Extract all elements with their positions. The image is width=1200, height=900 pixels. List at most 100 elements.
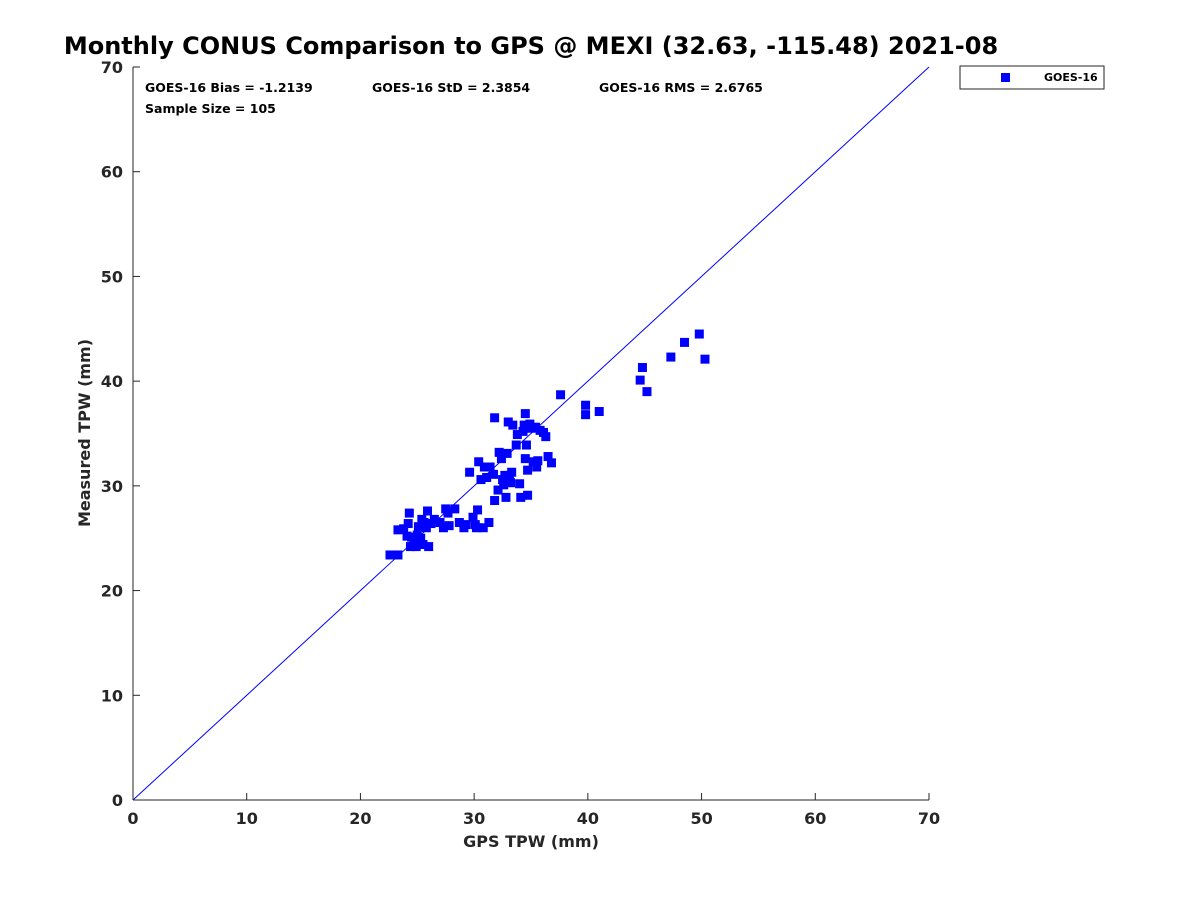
data-point-square bbox=[680, 337, 690, 347]
data-point-square bbox=[512, 430, 522, 440]
y-tick-label: 50 bbox=[101, 267, 123, 286]
data-point-square bbox=[496, 454, 506, 464]
data-point-square bbox=[507, 467, 517, 477]
data-point-square bbox=[478, 523, 488, 533]
x-tick-label: 30 bbox=[463, 809, 485, 828]
x-tick-label: 0 bbox=[127, 809, 138, 828]
data-point-square bbox=[506, 478, 516, 488]
data-point-square bbox=[423, 506, 433, 516]
rms-stat: GOES-16 RMS = 2.6765 bbox=[599, 80, 763, 95]
data-point-square bbox=[416, 533, 426, 543]
data-point-square bbox=[435, 518, 445, 528]
data-point-square bbox=[635, 375, 645, 385]
data-point-square bbox=[493, 485, 503, 495]
data-point-square bbox=[465, 467, 475, 477]
data-point-square bbox=[393, 550, 403, 560]
data-point-square bbox=[418, 539, 428, 549]
x-tick-label: 10 bbox=[236, 809, 258, 828]
y-axis-label: Measured TPW (mm) bbox=[75, 339, 94, 527]
data-point-square bbox=[694, 329, 704, 339]
data-point-square bbox=[494, 447, 504, 457]
x-tick-label: 20 bbox=[349, 809, 371, 828]
x-tick-label: 50 bbox=[690, 809, 712, 828]
y-tick-label: 10 bbox=[101, 686, 123, 705]
data-point-square bbox=[403, 519, 413, 529]
legend-square-marker-icon bbox=[1001, 73, 1010, 82]
data-point-square bbox=[476, 475, 486, 485]
legend-label: GOES-16 bbox=[1044, 71, 1098, 84]
data-point-square bbox=[450, 504, 460, 514]
data-point-square bbox=[523, 465, 533, 475]
y-axis-ticks: 0 10 20 30 40 50 60 70 bbox=[101, 58, 140, 810]
data-point-square bbox=[411, 542, 421, 552]
data-point-square bbox=[399, 524, 409, 534]
legend: GOES-16 bbox=[959, 65, 1105, 90]
data-point-square bbox=[419, 518, 429, 528]
legend-box bbox=[959, 65, 1105, 90]
data-point-square bbox=[511, 440, 521, 450]
y-tick-label: 30 bbox=[101, 477, 123, 496]
data-point-square bbox=[404, 508, 414, 518]
data-point-square bbox=[490, 496, 500, 506]
data-point-square bbox=[393, 525, 403, 535]
x-tick-label: 60 bbox=[804, 809, 826, 828]
y-tick-label: 20 bbox=[101, 582, 123, 601]
data-point-square bbox=[519, 420, 529, 430]
y-tick-label: 70 bbox=[101, 58, 123, 77]
y-tick-label: 40 bbox=[101, 372, 123, 391]
data-point-square bbox=[532, 462, 542, 472]
data-point-square bbox=[503, 417, 513, 427]
data-point-square bbox=[488, 469, 498, 479]
data-point-square bbox=[407, 532, 417, 542]
data-point-square bbox=[518, 426, 528, 436]
data-point-square bbox=[556, 390, 566, 400]
data-point-square bbox=[546, 458, 556, 468]
data-point-square bbox=[666, 352, 676, 362]
data-point-square bbox=[413, 522, 423, 532]
y-tick-label: 60 bbox=[101, 163, 123, 182]
data-point-square bbox=[454, 518, 464, 528]
data-point-square bbox=[501, 492, 511, 502]
x-tick-label: 40 bbox=[577, 809, 599, 828]
data-point-square bbox=[444, 521, 454, 531]
data-point-square bbox=[642, 387, 652, 397]
data-point-square bbox=[490, 413, 500, 423]
data-point-square bbox=[521, 440, 531, 450]
data-point-square bbox=[402, 531, 412, 541]
data-point-square bbox=[581, 410, 591, 420]
data-point-square bbox=[473, 505, 483, 515]
x-axis-label: GPS TPW (mm) bbox=[463, 832, 599, 851]
data-point-square bbox=[523, 490, 533, 500]
data-point-square bbox=[429, 514, 439, 524]
data-point-square bbox=[516, 492, 526, 502]
data-point-square bbox=[526, 423, 536, 433]
data-point-square bbox=[471, 523, 481, 533]
data-point-square bbox=[468, 512, 478, 522]
data-point-square bbox=[484, 518, 494, 528]
data-point-square bbox=[499, 480, 509, 490]
reference-line-group bbox=[132, 66, 930, 801]
data-point-square bbox=[581, 400, 591, 410]
std-stat: GOES-16 StD = 2.3854 bbox=[372, 80, 530, 95]
chart-title: Monthly CONUS Comparison to GPS @ MEXI (… bbox=[64, 32, 998, 60]
data-point-square bbox=[479, 462, 489, 472]
data-point-square bbox=[515, 479, 525, 489]
data-point-square bbox=[533, 456, 543, 466]
plot-area: 0 10 20 30 40 50 60 70 0 10 20 30 40 50 60 70 bbox=[101, 58, 940, 828]
data-point-square bbox=[531, 422, 541, 432]
data-point-square bbox=[474, 457, 484, 467]
y-tick-label: 0 bbox=[112, 791, 123, 810]
data-point-square bbox=[520, 409, 530, 419]
data-point-square bbox=[594, 407, 604, 417]
data-point-square bbox=[508, 420, 518, 430]
data-point-square bbox=[424, 542, 434, 552]
data-points bbox=[385, 329, 710, 560]
data-point-square bbox=[528, 457, 538, 467]
data-point-square bbox=[637, 363, 647, 373]
data-point-square bbox=[482, 472, 492, 482]
data-point-square bbox=[520, 454, 530, 464]
data-point-square bbox=[485, 462, 495, 472]
data-point-square bbox=[700, 354, 710, 364]
x-tick-label: 70 bbox=[918, 809, 940, 828]
